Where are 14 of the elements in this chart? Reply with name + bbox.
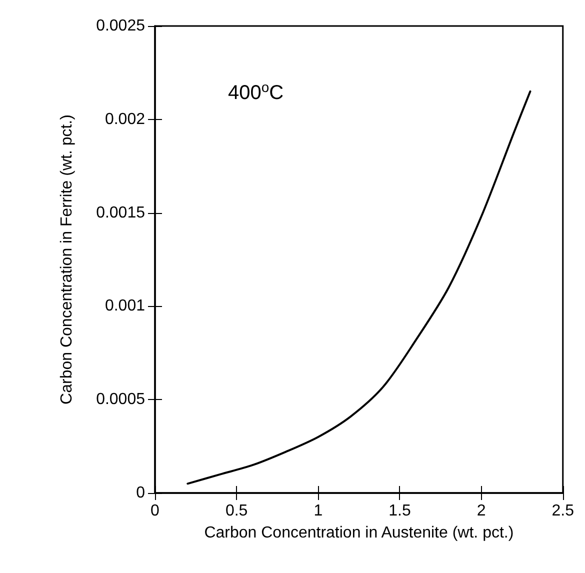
x-tick-label: 0.5 xyxy=(225,502,248,520)
x-axis-title: Carbon Concentration in Austenite (wt. pct.) xyxy=(204,524,514,542)
x-tick-label: 1 xyxy=(314,502,323,520)
y-tick-label: 0 xyxy=(136,484,146,502)
x-tick-label: 0 xyxy=(150,502,160,520)
y-axis-title: Carbon Concentration in Ferrite (wt. pct.) xyxy=(58,114,76,404)
y-tick-label: 0.0005 xyxy=(96,391,146,408)
x-tick-label: 2 xyxy=(476,502,486,520)
y-tick-label: 0.001 xyxy=(104,298,146,315)
y-tick-label: 0.002 xyxy=(104,110,146,128)
x-tick-label: 1.5 xyxy=(388,502,411,520)
y-tick-label: 0.0015 xyxy=(96,204,146,222)
x-tick-label: 2.5 xyxy=(552,502,574,520)
y-tick-label: 0.0025 xyxy=(96,18,146,34)
